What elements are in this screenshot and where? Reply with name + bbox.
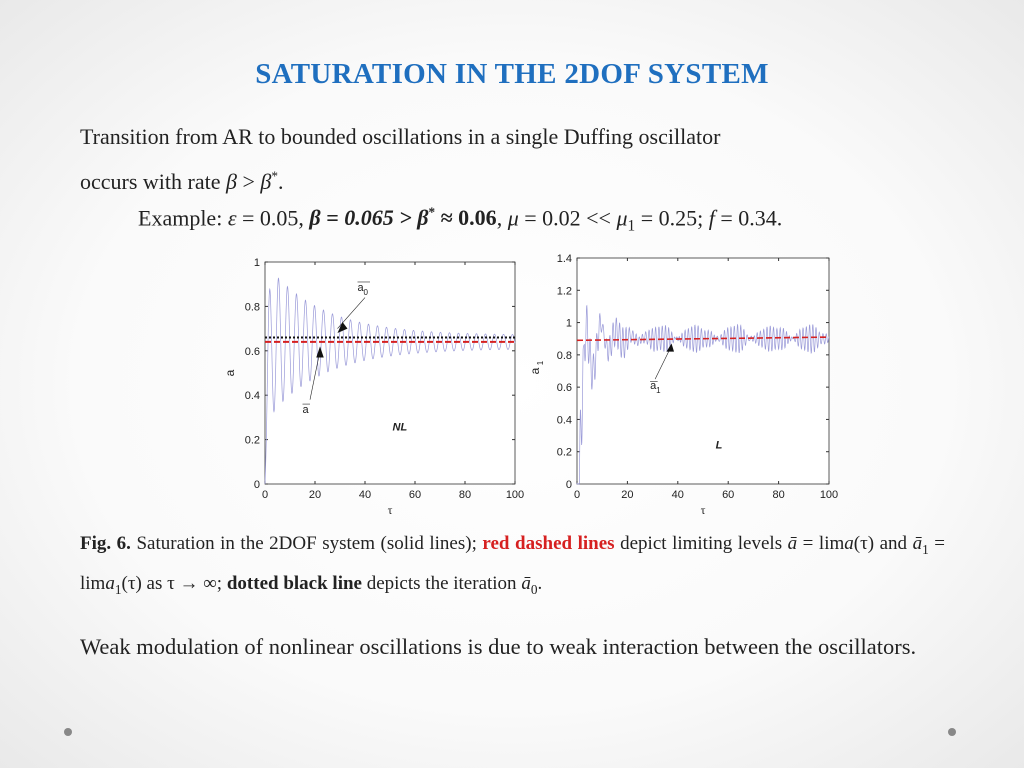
y-tick-label: 0.8 [557, 350, 572, 362]
intro-line-1: Transition from AR to bounded oscillatio… [80, 124, 721, 149]
annotation-a-arrowhead [316, 346, 324, 358]
nav-dot-left [64, 728, 72, 736]
x-tick-label: 20 [309, 489, 321, 501]
signal-line [264, 277, 516, 485]
y-tick-label: 1 [254, 257, 260, 269]
y-tick-label: 0.6 [245, 346, 260, 358]
x-tick-label: 60 [409, 489, 421, 501]
plot-frame [264, 261, 516, 485]
x-tick-label: 80 [772, 489, 784, 501]
x-tick-label: 0 [574, 489, 580, 501]
example-line: Example: ε = 0.05, β = 0.065 > β* ≈ 0.06… [138, 205, 783, 235]
y-axis-label-sub: 1 [536, 360, 545, 365]
y-tick-label: 1.4 [557, 253, 572, 265]
intro-paragraph: Transition from AR to bounded oscillatio… [80, 117, 950, 202]
y-tick-label: 1.2 [557, 285, 572, 297]
y-axis-label: a [223, 369, 237, 376]
limit-dashed-red [576, 336, 830, 342]
conclusion-paragraph: Weak modulation of nonlinear oscillation… [80, 634, 917, 659]
x-tick-label: 40 [672, 489, 684, 501]
y-tick-label: 0.8 [245, 301, 260, 313]
y-tick-label: 0.2 [245, 435, 260, 447]
annotation-a0: a [358, 282, 365, 294]
figure-caption: Fig. 6. Saturation in the 2DOF system (s… [80, 533, 946, 597]
panel-label-nl: NL [393, 422, 408, 434]
annotation-a1-sub: 1 [656, 386, 661, 395]
intro-line-2: occurs with rate β > β*. [80, 169, 284, 195]
y-tick-label: 1 [566, 318, 572, 330]
annotation-a1-leader [654, 348, 671, 380]
slide-title: SATURATION IN THE 2DOF SYSTEM [255, 58, 769, 90]
plot-frame [576, 257, 830, 485]
annotation-a1: a [650, 380, 657, 392]
annotation-a-leader [309, 350, 321, 400]
y-tick-label: 0.2 [557, 447, 572, 459]
x-tick-label: 100 [820, 489, 838, 501]
annotation-a: a [303, 404, 310, 416]
x-tick-label: 40 [359, 489, 371, 501]
y-tick-label: 0 [566, 479, 572, 491]
x-tick-label: 0 [262, 489, 268, 501]
x-tick-label: 20 [621, 489, 633, 501]
annotation-a1-arrowhead [666, 343, 675, 352]
signal-line [576, 304, 830, 485]
annotation-a0-arrowhead [337, 321, 348, 334]
y-tick-label: 0 [254, 479, 260, 491]
x-tick-label: 80 [459, 489, 471, 501]
y-axis-label: a [528, 367, 542, 374]
annotation-a0-sub: 0 [364, 288, 369, 297]
x-axis-label: τ [701, 503, 706, 517]
y-tick-label: 0.4 [557, 414, 572, 426]
x-axis-label: τ [388, 503, 393, 517]
x-tick-label: 100 [506, 489, 524, 501]
nav-dot-right [948, 728, 956, 736]
x-tick-label: 60 [722, 489, 734, 501]
y-tick-label: 0.4 [245, 390, 260, 402]
panel-label-l: L [716, 439, 723, 451]
y-tick-label: 0.6 [557, 382, 572, 394]
